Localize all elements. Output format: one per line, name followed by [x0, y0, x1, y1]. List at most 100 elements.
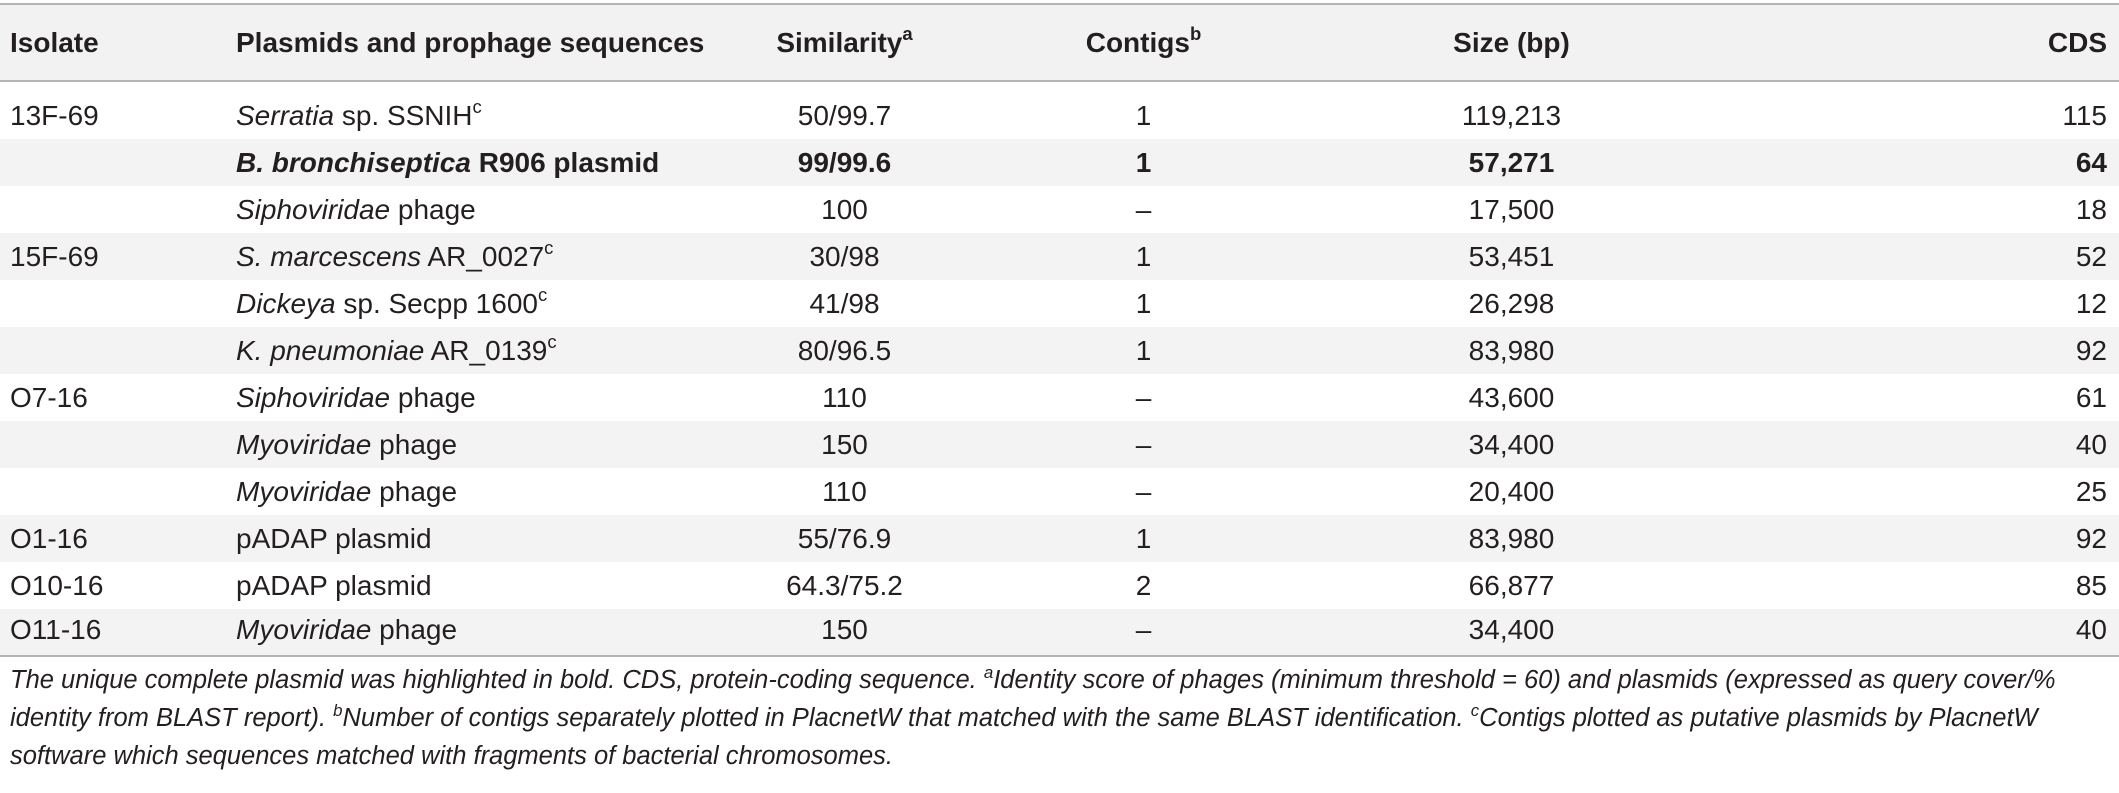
- cds-value: 12: [2075, 287, 2107, 319]
- cell-isolate: O7-16: [0, 374, 236, 421]
- cds-value: 64: [2075, 146, 2107, 178]
- cds-value: 85: [2075, 569, 2107, 601]
- plasmid-prophage-table: Isolate Plasmids and prophage sequences …: [0, 3, 2119, 657]
- cell-isolate: 13F-69: [0, 81, 236, 139]
- cell-size: 66,877: [1304, 562, 1719, 609]
- similarity-value: 150: [821, 428, 868, 460]
- sequence-taxon: Myoviridae: [236, 475, 372, 507]
- contigs-value: –: [1135, 475, 1152, 507]
- cell-contigs: 1: [983, 139, 1304, 186]
- cell-sequence: Myoviridae phage: [236, 468, 706, 515]
- table-row: B. bronchiseptica R906 plasmid 99/99.6 1 57…: [0, 139, 2119, 186]
- cell-sequence: Siphoviridae phage: [236, 374, 706, 421]
- cell-cds: 85: [1719, 562, 2119, 609]
- cell-similarity: 110: [706, 468, 983, 515]
- cell-isolate: [0, 327, 236, 374]
- size-value: 119,213: [1461, 99, 1562, 131]
- cell-similarity: 41/98: [706, 280, 983, 327]
- sequence-taxon: Myoviridae: [236, 614, 372, 645]
- cell-size: 53,451: [1304, 233, 1719, 280]
- cell-size: 119,213: [1304, 81, 1719, 139]
- table-footnote: The unique complete plasmid was highligh…: [10, 661, 2110, 775]
- cell-isolate: O11-16: [0, 609, 236, 657]
- contigs-value: 1: [1135, 99, 1152, 131]
- sequence-rest: sp. Secpp 1600: [335, 287, 538, 319]
- cell-isolate: [0, 139, 236, 186]
- cell-cds: 64: [1719, 139, 2119, 186]
- sequence-rest: R906 plasmid: [470, 146, 660, 178]
- table-row: O11-16 Myoviridae phage 150 – 34,400 40: [0, 609, 2119, 657]
- cell-size: 83,980: [1304, 327, 1719, 374]
- cell-cds: 61: [1719, 374, 2119, 421]
- footnote-marker-a: a: [983, 662, 994, 682]
- size-value: 17,500: [1468, 193, 1555, 225]
- cell-cds: 18: [1719, 186, 2119, 233]
- sequence-rest: AR_0139: [424, 334, 548, 366]
- size-value: 26,298: [1468, 287, 1555, 319]
- footnote-marker: a: [902, 23, 913, 45]
- isolate-text: O10-16: [10, 569, 104, 601]
- cell-cds: 92: [1719, 515, 2119, 562]
- cell-cds: 25: [1719, 468, 2119, 515]
- contigs-value: –: [1135, 381, 1152, 413]
- cell-cds: 40: [1719, 421, 2119, 468]
- footnote-marker: c: [547, 331, 557, 353]
- isolate-text: O11-16: [10, 614, 102, 645]
- cds-value: 92: [2075, 334, 2107, 366]
- header-isolate: Isolate: [0, 3, 236, 82]
- cell-cds: 40: [1719, 609, 2119, 657]
- isolate-text: 15F-69: [10, 240, 99, 272]
- sequence-rest: phage: [371, 475, 458, 507]
- similarity-value: 80/96.5: [797, 334, 892, 366]
- cell-sequence: B. bronchiseptica R906 plasmid: [236, 139, 706, 186]
- table-row: O1-16 pADAP plasmid 55/76.9 1 83,980 92: [0, 515, 2119, 562]
- cell-size: 83,980: [1304, 515, 1719, 562]
- sequence-taxon: Siphoviridae: [236, 381, 391, 413]
- sequence-rest: pADAP plasmid: [236, 522, 432, 554]
- sequence-taxon: S. marcescens: [236, 240, 422, 272]
- cell-cds: 12: [1719, 280, 2119, 327]
- cell-similarity: 55/76.9: [706, 515, 983, 562]
- similarity-value: 30/98: [809, 240, 880, 272]
- isolate-text: O1-16: [10, 522, 88, 554]
- footnote-main: The unique complete plasmid was highligh…: [10, 666, 977, 694]
- cell-isolate: 15F-69: [0, 233, 236, 280]
- similarity-value: 150: [821, 614, 868, 645]
- size-value: 34,400: [1468, 428, 1555, 460]
- cell-similarity: 64.3/75.2: [706, 562, 983, 609]
- cell-similarity: 99/99.6: [706, 139, 983, 186]
- sequence-rest: sp. SSNIH: [334, 99, 473, 131]
- cell-sequence: Myoviridae phage: [236, 609, 706, 657]
- cell-similarity: 30/98: [706, 233, 983, 280]
- cell-contigs: 1: [983, 515, 1304, 562]
- header-contigs-label: Contigs: [1085, 26, 1190, 58]
- sequence-rest: pADAP plasmid: [236, 569, 432, 601]
- cell-size: 43,600: [1304, 374, 1719, 421]
- footnote-marker: c: [472, 96, 482, 118]
- cds-value: 52: [2075, 240, 2107, 272]
- size-value: 53,451: [1468, 240, 1555, 272]
- size-value: 20,400: [1468, 475, 1555, 507]
- footnote-marker-c: c: [1470, 700, 1480, 720]
- cell-contigs: –: [983, 421, 1304, 468]
- cell-cds: 115: [1719, 81, 2119, 139]
- header-row: Isolate Plasmids and prophage sequences …: [0, 3, 2119, 82]
- cell-sequence: Myoviridae phage: [236, 421, 706, 468]
- cell-contigs: –: [983, 186, 1304, 233]
- cell-contigs: 1: [983, 81, 1304, 139]
- similarity-value: 50/99.7: [797, 99, 892, 131]
- sequence-taxon: Dickeya: [236, 287, 336, 319]
- cell-contigs: 1: [983, 280, 1304, 327]
- size-value: 66,877: [1468, 569, 1555, 601]
- cds-value: 92: [2075, 522, 2107, 554]
- sequence-rest: AR_0027: [421, 240, 545, 272]
- table-row: 13F-69 Serratia sp. SSNIHc 50/99.7 1 119,213…: [0, 81, 2119, 139]
- sequence-rest: phage: [390, 381, 476, 413]
- sequence-rest: phage: [371, 428, 458, 460]
- cell-cds: 52: [1719, 233, 2119, 280]
- table-body: 13F-69 Serratia sp. SSNIHc 50/99.7 1 119,213…: [0, 81, 2119, 657]
- footnote-marker-b: b: [333, 700, 343, 720]
- header-size: Size (bp): [1304, 3, 1719, 82]
- cell-similarity: 50/99.7: [706, 81, 983, 139]
- cell-size: 26,298: [1304, 280, 1719, 327]
